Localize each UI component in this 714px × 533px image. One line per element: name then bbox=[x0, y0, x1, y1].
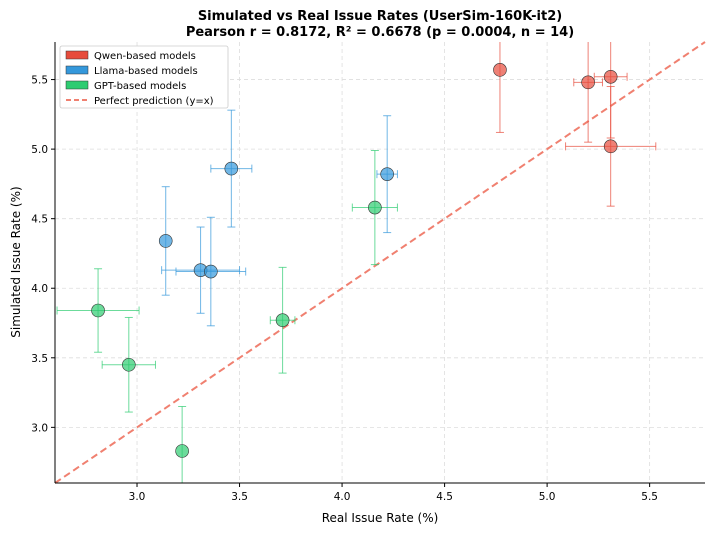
x-axis-label: Real Issue Rate (%) bbox=[322, 511, 439, 525]
x-tick-label-4: 5.0 bbox=[539, 491, 556, 503]
series-2-point-4 bbox=[368, 200, 382, 215]
x-tick-label-1: 3.5 bbox=[231, 491, 248, 503]
legend-frame bbox=[59, 45, 229, 109]
series-2-point-0 bbox=[91, 303, 105, 318]
reference-line bbox=[54, 41, 706, 484]
series-2-point-1 bbox=[122, 357, 136, 372]
series-1-point-3 bbox=[224, 161, 239, 176]
legend-label-refline: Perfect prediction (y=x) bbox=[94, 96, 214, 107]
x-tick-label-3: 4.5 bbox=[436, 491, 453, 503]
series-2-point-3 bbox=[275, 313, 290, 328]
series-1-point-2 bbox=[204, 264, 218, 279]
series-0-point-3 bbox=[603, 139, 618, 154]
series-1-point-4 bbox=[380, 167, 394, 181]
chart-title: Simulated vs Real Issue Rates (UserSim-1… bbox=[198, 9, 562, 24]
x-tick-label-5: 5.5 bbox=[641, 491, 658, 503]
series-0-point-2 bbox=[603, 69, 618, 84]
y-tick-label-3: 4.5 bbox=[31, 214, 48, 226]
legend-swatch-llama bbox=[65, 65, 89, 75]
x-tick-label-2: 4.0 bbox=[334, 491, 351, 503]
series-0-point-0-errorbars bbox=[495, 42, 504, 133]
x-tick-label-0: 3.0 bbox=[129, 491, 146, 503]
axes-layer bbox=[54, 42, 705, 484]
series-0-point-1 bbox=[581, 75, 595, 90]
legend-label-llama: Llama-based models bbox=[94, 66, 198, 77]
y-axis-label: Simulated Issue Rate (%) bbox=[9, 186, 23, 337]
legend-label-gpt: GPT-based models bbox=[94, 81, 186, 92]
y-tick-label-2: 4.0 bbox=[31, 283, 48, 295]
y-tick-label-1: 3.5 bbox=[31, 353, 48, 365]
legend-swatch-qwen bbox=[65, 50, 89, 60]
x-tick-layer: 3.0 3.5 4.0 4.5 5.0 5.5 bbox=[129, 483, 658, 503]
reference-line-layer bbox=[54, 41, 706, 484]
y-tick-label-0: 3.0 bbox=[31, 422, 48, 434]
legend: Qwen-based models Llama-based models GPT… bbox=[59, 45, 229, 109]
y-tick-label-5: 5.5 bbox=[31, 75, 48, 87]
y-tick-label-4: 5.0 bbox=[31, 144, 48, 156]
chart-subtitle: Pearson r = 0.8172, R² = 0.6678 (p = 0.0… bbox=[186, 25, 574, 40]
legend-label-qwen: Qwen-based models bbox=[94, 51, 196, 62]
series-1-point-0 bbox=[158, 234, 173, 248]
series-0-point-0 bbox=[493, 63, 507, 77]
y-tick-layer: 3.0 3.5 4.0 4.5 5.0 5.5 bbox=[31, 75, 55, 434]
data-point-layer bbox=[91, 63, 618, 458]
legend-swatch-gpt bbox=[65, 80, 89, 90]
series-2-point-2 bbox=[175, 444, 189, 458]
error-bar-layer bbox=[56, 42, 657, 483]
